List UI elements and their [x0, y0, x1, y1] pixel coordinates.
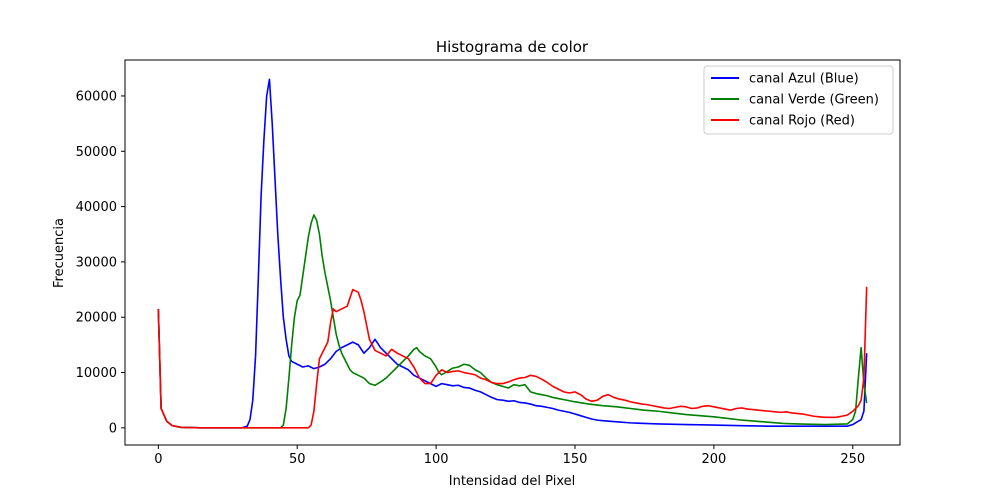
- y-axis-title: Frecuencia: [52, 218, 67, 288]
- y-axis: 0 10000 20000 30000 40000 50000 60000: [76, 89, 125, 436]
- series-layer: [157, 78, 868, 429]
- x-tick-label: 0: [154, 452, 162, 467]
- y-tick-label: 10000: [76, 366, 117, 381]
- x-tick-label: 100: [424, 452, 449, 467]
- chart-title: Histograma de color: [436, 38, 589, 56]
- plot-frame: [124, 59, 901, 446]
- x-tick-label: 200: [701, 452, 726, 467]
- plot-area: [124, 59, 901, 446]
- x-tick-label: 250: [840, 452, 865, 467]
- x-tick-label: 50: [289, 452, 306, 467]
- y-tick-label: 60000: [76, 89, 117, 104]
- legend-box: [703, 65, 894, 135]
- y-tick-label: 40000: [76, 200, 117, 215]
- series-line: [157, 214, 868, 429]
- series-line: [157, 286, 868, 429]
- legend: canal Azul (Blue) canal Verde (Green) cana…: [703, 65, 894, 135]
- x-tick-label: 150: [563, 452, 588, 467]
- legend-label: canal Rojo (Red): [749, 114, 855, 129]
- y-tick-label: 0: [109, 421, 117, 436]
- y-tick-label: 20000: [76, 311, 117, 326]
- legend-label: canal Azul (Blue): [749, 72, 859, 87]
- x-axis: 0 50 100 150 200 250: [154, 445, 865, 467]
- x-axis-title: Intensidad del Pixel: [449, 474, 575, 489]
- legend-label: canal Verde (Green): [749, 93, 879, 108]
- series-line: [157, 78, 868, 429]
- y-tick-label: 30000: [76, 255, 117, 270]
- y-tick-label: 50000: [76, 145, 117, 160]
